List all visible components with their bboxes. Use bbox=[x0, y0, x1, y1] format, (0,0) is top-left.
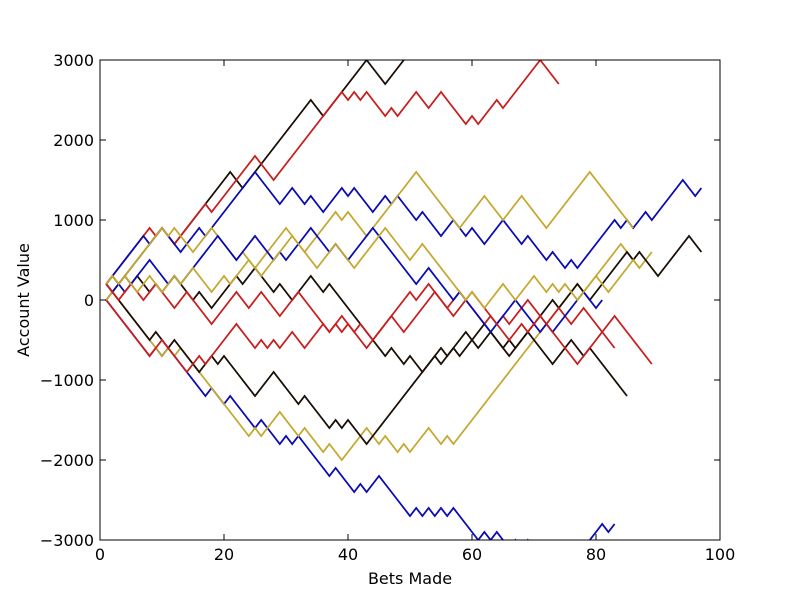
y-tick-label: −1000 bbox=[40, 371, 94, 390]
x-tick-label: 40 bbox=[338, 545, 358, 564]
y-tick-label: −3000 bbox=[40, 531, 94, 550]
y-tick-label: 0 bbox=[84, 291, 94, 310]
ticks-layer: 0 20 40 60 80 100 −3000 −2000 −1000 0 1000 2000 3000 bbox=[40, 51, 735, 564]
x-tick-label: 80 bbox=[586, 545, 606, 564]
y-axis-label: Account Value bbox=[14, 243, 33, 357]
series-line-12 bbox=[105, 226, 641, 310]
y-tick-label: 1000 bbox=[53, 211, 94, 230]
x-tick-label: 20 bbox=[214, 545, 234, 564]
x-tick-label: 60 bbox=[462, 545, 482, 564]
series-line-2 bbox=[105, 60, 560, 285]
y-tick-label: 2000 bbox=[53, 131, 94, 150]
series-line-3 bbox=[105, 299, 616, 540]
y-tick-label: 3000 bbox=[53, 51, 94, 70]
series-layer bbox=[105, 60, 703, 540]
y-tick-label: −2000 bbox=[40, 451, 94, 470]
x-tick-label: 100 bbox=[705, 545, 736, 564]
plot-background bbox=[100, 60, 720, 540]
x-axis-label: Bets Made bbox=[368, 569, 452, 588]
x-tick-label: 0 bbox=[95, 545, 105, 564]
series-line-1 bbox=[105, 60, 405, 301]
series-line-11 bbox=[105, 282, 616, 366]
